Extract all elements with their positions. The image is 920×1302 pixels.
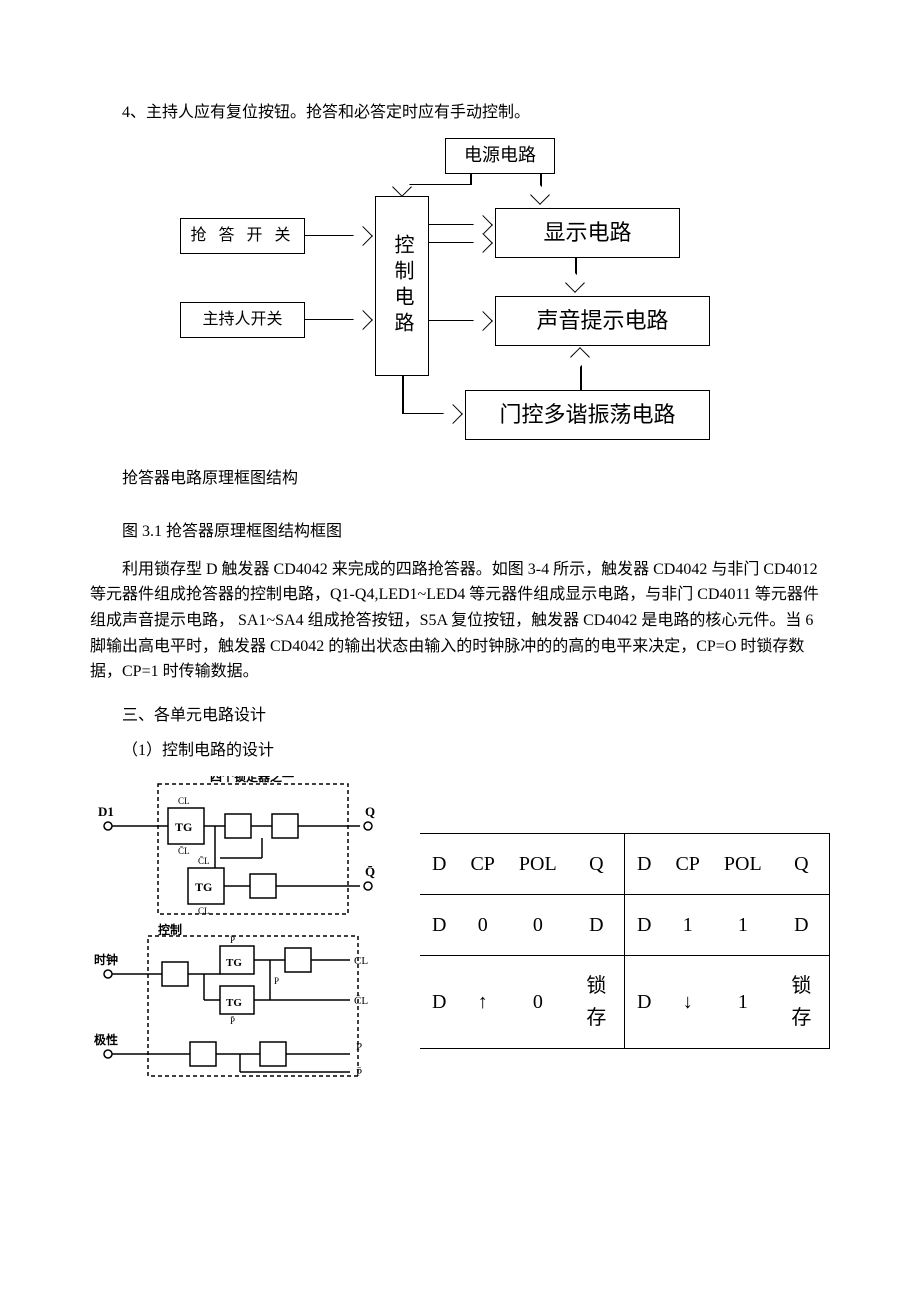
td: 锁存 (774, 955, 830, 1048)
svg-text:P̄: P̄ (230, 1016, 235, 1026)
td: ↓ (663, 955, 711, 1048)
diagram-caption-1: 抢答器电路原理框图结构 (90, 466, 830, 492)
td: D (569, 894, 625, 955)
th: D (625, 833, 664, 894)
th: CP (458, 833, 506, 894)
requirement-4: 4、主持人应有复位按钮。抢答和必答定时应有手动控制。 (90, 100, 830, 126)
table-row: D ↑ 0 锁存 D ↓ 1 锁存 (420, 955, 830, 1048)
svg-text:P̄: P̄ (230, 935, 235, 945)
td: D (625, 955, 664, 1048)
th: Q (774, 833, 830, 894)
svg-text:P: P (356, 1041, 362, 1053)
subsection-1-title: （1）控制电路的设计 (90, 738, 830, 764)
td: 1 (712, 894, 774, 955)
th: POL (507, 833, 569, 894)
td: 1 (663, 894, 711, 955)
table-row: D 0 0 D D 1 1 D (420, 894, 830, 955)
td: D (420, 955, 458, 1048)
label-cl1: CL (178, 796, 190, 806)
diagram-caption-2: 图 3.1 抢答器原理框图结构框图 (90, 519, 830, 545)
td: 0 (507, 955, 569, 1048)
block-diagram: 电源电路 控制电路 显示电路 声音提示电路 门控多谐振荡电路 抢 答 开 关 主… (180, 138, 740, 458)
table-header-row: D CP POL Q D CP POL Q (420, 833, 830, 894)
th: Q (569, 833, 625, 894)
svg-text:P: P (274, 976, 279, 986)
label-q: Q (365, 804, 375, 819)
circuit-and-table-row: 四个锁定器之一 D1 TG CL C̄L Q TG C̄L CL Q̄ 控制 (90, 776, 830, 1106)
block-power: 电源电路 (445, 138, 555, 174)
svg-text:C̄L: C̄L (198, 856, 210, 866)
th: CP (663, 833, 711, 894)
td: 1 (712, 955, 774, 1048)
td: D (774, 894, 830, 955)
truth-table: D CP POL Q D CP POL Q D 0 0 D D 1 1 D D … (420, 833, 830, 1049)
block-answer-switch: 抢 答 开 关 (180, 218, 305, 254)
td: ↑ (458, 955, 506, 1048)
label-clk: 时钟 (94, 952, 118, 967)
svg-text:CL: CL (198, 906, 210, 916)
body-paragraph: 利用锁存型 D 触发器 CD4042 来完成的四路抢答器。如图 3-4 所示，触… (90, 557, 830, 685)
block-host-switch: 主持人开关 (180, 302, 305, 338)
label-pol: 极性 (94, 1032, 118, 1047)
td: D (420, 894, 458, 955)
td: 锁存 (569, 955, 625, 1048)
label-tg1: TG (175, 820, 192, 834)
label-ctrl: 控制 (158, 922, 182, 937)
svg-text:C̄L: C̄L (354, 995, 368, 1007)
block-sound: 声音提示电路 (495, 296, 710, 346)
label-top: 四个锁定器之一 (210, 776, 294, 784)
svg-text:TG: TG (226, 957, 242, 969)
th: POL (712, 833, 774, 894)
block-osc: 门控多谐振荡电路 (465, 390, 710, 440)
svg-text:P̄: P̄ (356, 1067, 362, 1079)
label-qbar: Q̄ (365, 864, 375, 879)
section-3-title: 三、各单元电路设计 (90, 703, 830, 729)
label-clbar1: C̄L (178, 846, 190, 856)
td: 0 (507, 894, 569, 955)
td: D (625, 894, 664, 955)
svg-text:CL: CL (354, 955, 368, 967)
td: 0 (458, 894, 506, 955)
label-tg2: TG (195, 880, 212, 894)
block-display: 显示电路 (495, 208, 680, 258)
circuit-schematic: 四个锁定器之一 D1 TG CL C̄L Q TG C̄L CL Q̄ 控制 (90, 776, 390, 1106)
label-d1: D1 (98, 804, 114, 819)
th: D (420, 833, 458, 894)
block-control: 控制电路 (375, 196, 429, 376)
svg-text:TG: TG (226, 997, 242, 1009)
